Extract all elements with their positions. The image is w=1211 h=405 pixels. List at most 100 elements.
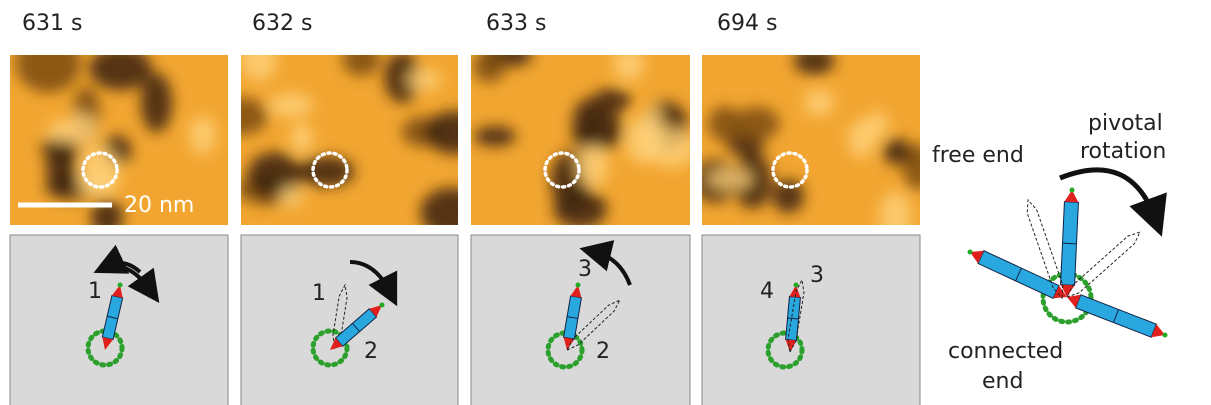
time-label: 633 s [486, 11, 546, 36]
rod-label: 3 [810, 263, 824, 288]
time-label: 632 s [252, 11, 312, 36]
bright-blob [290, 122, 313, 154]
micrograph [471, 55, 690, 225]
bright-blob [625, 117, 660, 164]
dark-blob [424, 110, 458, 155]
bright-blob [406, 68, 442, 91]
marker-circle [543, 151, 581, 189]
rod-segment [566, 316, 579, 319]
ghost-rod [787, 278, 805, 354]
dark-blob [298, 156, 355, 187]
rod-end [967, 249, 973, 255]
dark-blob [734, 152, 772, 209]
schematic-panel [701, 234, 921, 405]
rod-label: 2 [596, 339, 610, 364]
rod-tip [330, 337, 343, 350]
schematic-panel [240, 234, 459, 405]
dark-blob [772, 179, 805, 214]
rod-end [575, 282, 581, 288]
bright-blob [576, 144, 609, 188]
rod-tip [789, 285, 801, 298]
rotation-arrow [349, 260, 398, 307]
rod-end [1069, 187, 1075, 193]
rod-segment [1062, 242, 1077, 245]
bright-blob [63, 112, 99, 147]
ghost-rod [1066, 231, 1141, 298]
rod-label: 1 [88, 279, 102, 304]
rotation-arrow [579, 240, 632, 286]
schematic-panel [9, 234, 229, 405]
dark-blob [420, 187, 458, 225]
time-label: 631 s [22, 11, 82, 36]
rod-segment [1015, 267, 1022, 282]
micrograph [702, 55, 920, 225]
rod-label: 1 [312, 281, 326, 306]
blobs [702, 55, 920, 225]
blobs [15, 55, 217, 225]
dark-blob [733, 106, 780, 140]
time-label: 694 s [717, 11, 777, 36]
bright-blob [189, 115, 217, 155]
schematic-label: rotation [1080, 139, 1166, 164]
pivot-circle [310, 328, 350, 368]
ghost-rod [565, 298, 622, 352]
rotation-arrow [93, 244, 142, 274]
rod-end [379, 302, 385, 308]
bright-blob [879, 191, 912, 225]
dark-blob [473, 55, 506, 83]
rod-tip [1053, 285, 1067, 299]
rod-tip [1067, 294, 1081, 308]
bright-blob [803, 88, 835, 116]
rod-tip [111, 285, 123, 298]
rod-tip [1151, 324, 1165, 338]
rod-tip [1064, 190, 1079, 203]
micrograph [10, 55, 228, 225]
rod-tip [369, 305, 382, 318]
bright-blob [613, 55, 645, 81]
rod-tip [970, 250, 984, 264]
schematic-label: end [982, 369, 1023, 394]
micrograph [241, 55, 458, 225]
pivot-circle [765, 330, 805, 370]
dark-blob [572, 98, 602, 155]
rod-segment [107, 315, 118, 320]
schematic-label: free end [932, 143, 1024, 168]
rod-label: 2 [364, 339, 378, 364]
marker-circle [771, 151, 809, 189]
blobs [241, 55, 458, 225]
rod-label: 3 [578, 257, 592, 282]
rod-tip [1060, 284, 1075, 297]
bright-blob [706, 168, 753, 190]
dark-blob [473, 126, 517, 147]
rod-end [117, 282, 123, 288]
dark-blob [15, 55, 82, 93]
rod-segment [352, 323, 360, 332]
rod-segment [1113, 309, 1119, 323]
blobs [473, 55, 690, 225]
dark-blob [89, 55, 152, 91]
rod-end [793, 282, 799, 288]
dark-blob [591, 89, 631, 113]
dark-blob [384, 55, 421, 103]
bright-blob [269, 93, 313, 118]
dark-blob [342, 55, 381, 77]
marker-circle [81, 151, 119, 189]
schematic-label: pivotal [1088, 111, 1163, 136]
rod-tip [102, 337, 114, 350]
marker-circle [311, 151, 349, 189]
ghost-rod [1026, 198, 1064, 300]
dark-blob [241, 97, 268, 135]
rod-tip [570, 285, 582, 298]
scale-bar-label: 20 nm [124, 193, 194, 218]
rod-segment [787, 317, 799, 320]
bright-blob [278, 185, 304, 207]
dark-blob [793, 55, 835, 75]
rod-end [1162, 332, 1168, 338]
bright-blob [241, 55, 277, 82]
rod-tip [785, 339, 797, 352]
bright-blob [865, 111, 889, 139]
dark-blob [553, 189, 608, 225]
schematic-label: connected [948, 339, 1063, 364]
